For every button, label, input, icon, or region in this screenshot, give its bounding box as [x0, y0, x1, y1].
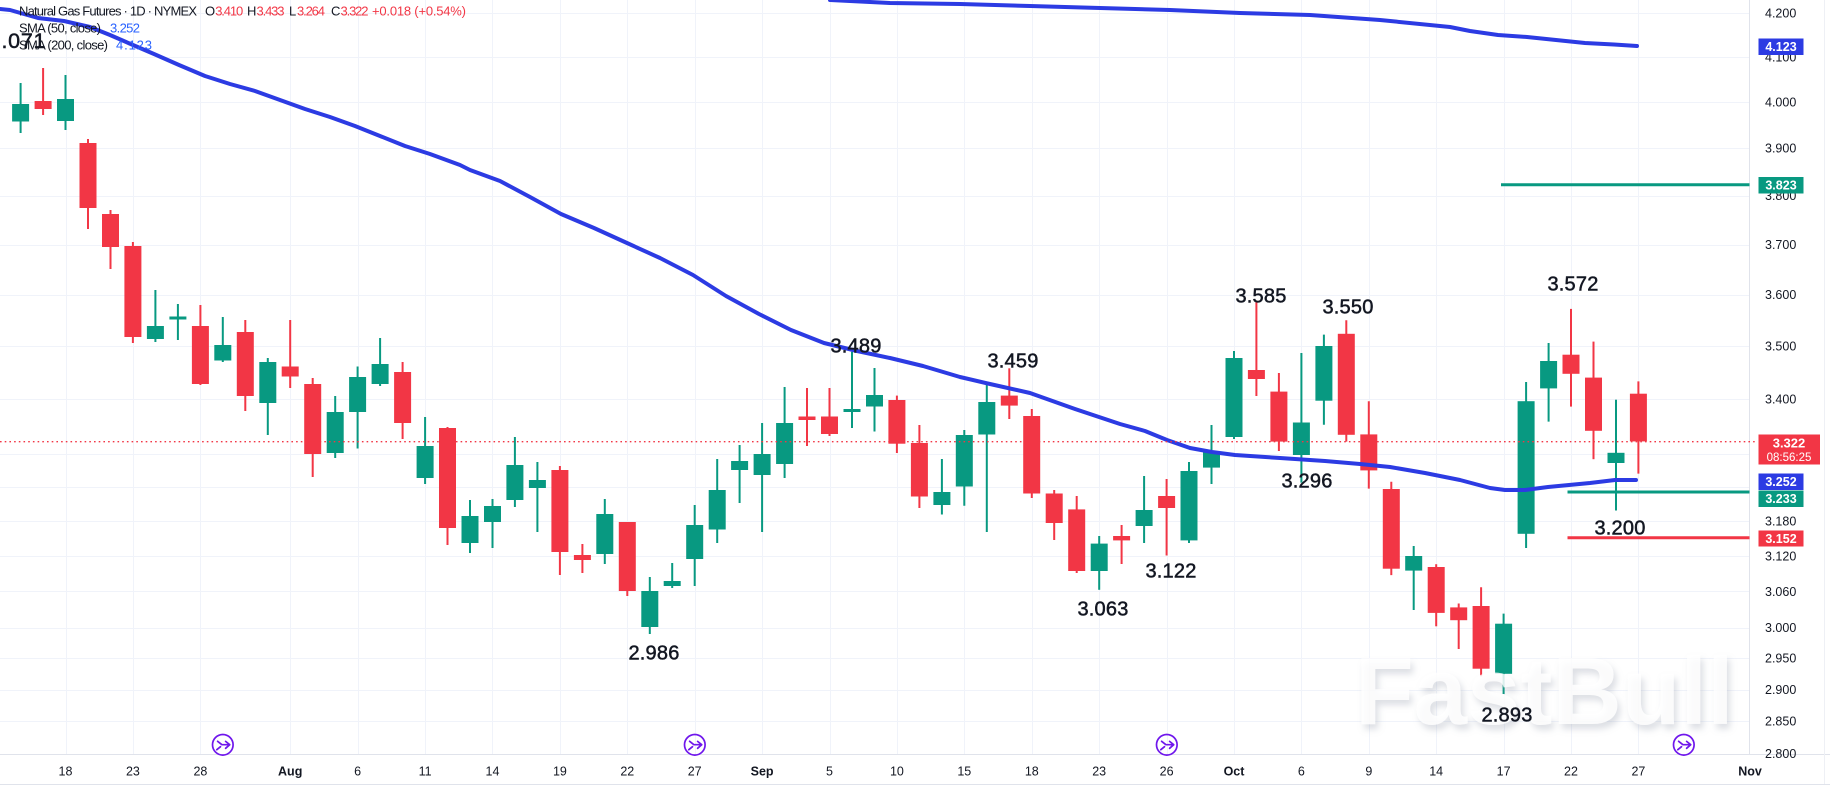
svg-text:3.585: 3.585	[1235, 285, 1286, 307]
svg-text:3.572: 3.572	[1547, 273, 1598, 295]
svg-text:27: 27	[1631, 765, 1645, 779]
svg-text:2.900: 2.900	[1765, 683, 1796, 697]
svg-text:3.433: 3.433	[257, 4, 285, 19]
svg-text:15: 15	[957, 765, 971, 779]
svg-text:17: 17	[1497, 765, 1511, 779]
svg-text:H: H	[247, 4, 256, 19]
svg-text:2.893: 2.893	[1481, 704, 1532, 726]
svg-text:.071: .071	[2, 29, 47, 53]
svg-text:4.123: 4.123	[1765, 40, 1796, 54]
svg-text:O: O	[205, 4, 215, 19]
svg-text:3.120: 3.120	[1765, 549, 1796, 563]
svg-text:3.550: 3.550	[1322, 296, 1373, 318]
svg-text:3.180: 3.180	[1765, 515, 1796, 529]
svg-text:3.152: 3.152	[1765, 532, 1796, 546]
svg-text:6: 6	[354, 765, 361, 779]
svg-text:Nov: Nov	[1738, 765, 1762, 779]
svg-text:11: 11	[419, 765, 432, 779]
svg-text:14: 14	[1429, 765, 1443, 779]
svg-text:2.986: 2.986	[628, 642, 679, 664]
svg-text:22: 22	[620, 765, 634, 779]
svg-text:6: 6	[1298, 765, 1305, 779]
svg-text:27: 27	[688, 765, 702, 779]
svg-text:3.500: 3.500	[1765, 339, 1796, 353]
svg-text:+0.018 (+0.54%): +0.018 (+0.54%)	[372, 4, 466, 19]
svg-text:3.060: 3.060	[1765, 585, 1796, 599]
svg-text:3.233: 3.233	[1765, 492, 1796, 506]
svg-text:3.489: 3.489	[830, 335, 881, 357]
svg-text:10: 10	[890, 765, 904, 779]
svg-text:3.600: 3.600	[1765, 288, 1796, 302]
svg-text:3.823: 3.823	[1765, 179, 1796, 193]
svg-text:3.252: 3.252	[110, 21, 140, 36]
svg-text:SMA (50, close): SMA (50, close)	[19, 21, 101, 36]
svg-text:L: L	[289, 4, 296, 19]
svg-text:3.200: 3.200	[1594, 517, 1645, 539]
svg-text:3.264: 3.264	[297, 4, 325, 19]
svg-text:22: 22	[1564, 765, 1578, 779]
svg-text:4.200: 4.200	[1765, 6, 1796, 20]
svg-text:08:56:25: 08:56:25	[1767, 452, 1812, 464]
svg-text:Aug: Aug	[278, 765, 302, 779]
svg-text:3.063: 3.063	[1077, 598, 1128, 620]
svg-text:3.459: 3.459	[987, 350, 1038, 372]
svg-text:3.700: 3.700	[1765, 238, 1796, 252]
svg-text:Natural Gas Futures · 1D · NYM: Natural Gas Futures · 1D · NYMEX	[19, 4, 197, 19]
svg-text:4.000: 4.000	[1765, 95, 1796, 109]
svg-text:3.900: 3.900	[1765, 142, 1796, 156]
svg-text:28: 28	[193, 765, 207, 779]
svg-text:FastBull: FastBull	[1355, 638, 1734, 745]
svg-text:Oct: Oct	[1224, 765, 1246, 779]
svg-text:3.122: 3.122	[1145, 560, 1196, 582]
svg-text:3.322: 3.322	[1773, 436, 1806, 451]
svg-text:2.950: 2.950	[1765, 652, 1796, 666]
svg-text:3.252: 3.252	[1765, 475, 1796, 489]
svg-text:3.410: 3.410	[215, 4, 243, 19]
svg-text:3.000: 3.000	[1765, 621, 1796, 635]
svg-text:26: 26	[1160, 765, 1174, 779]
svg-text:14: 14	[486, 765, 500, 779]
svg-text:18: 18	[1025, 765, 1039, 779]
svg-text:23: 23	[126, 765, 140, 779]
svg-text:19: 19	[553, 765, 567, 779]
svg-text:5: 5	[826, 765, 833, 779]
svg-text:3.296: 3.296	[1281, 470, 1332, 492]
svg-text:23: 23	[1092, 765, 1106, 779]
svg-text:9: 9	[1365, 765, 1372, 779]
svg-text:2.800: 2.800	[1765, 747, 1796, 761]
svg-text:3.400: 3.400	[1765, 392, 1796, 406]
svg-text:4.123: 4.123	[116, 38, 152, 53]
svg-text:18: 18	[59, 765, 73, 779]
svg-text:Sep: Sep	[751, 765, 774, 779]
svg-text:3.322: 3.322	[341, 4, 369, 19]
svg-text:SMA (200, close): SMA (200, close)	[19, 38, 108, 53]
svg-text:2.850: 2.850	[1765, 715, 1796, 729]
svg-text:C: C	[331, 4, 340, 19]
